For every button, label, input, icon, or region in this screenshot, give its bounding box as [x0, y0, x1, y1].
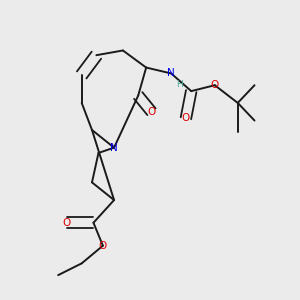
Text: H: H [176, 80, 183, 89]
Text: O: O [147, 107, 156, 117]
Text: O: O [99, 241, 107, 251]
Text: N: N [110, 142, 118, 153]
Text: O: O [63, 218, 71, 228]
Text: O: O [211, 80, 219, 90]
Text: N: N [167, 68, 175, 78]
Text: O: O [182, 113, 190, 123]
